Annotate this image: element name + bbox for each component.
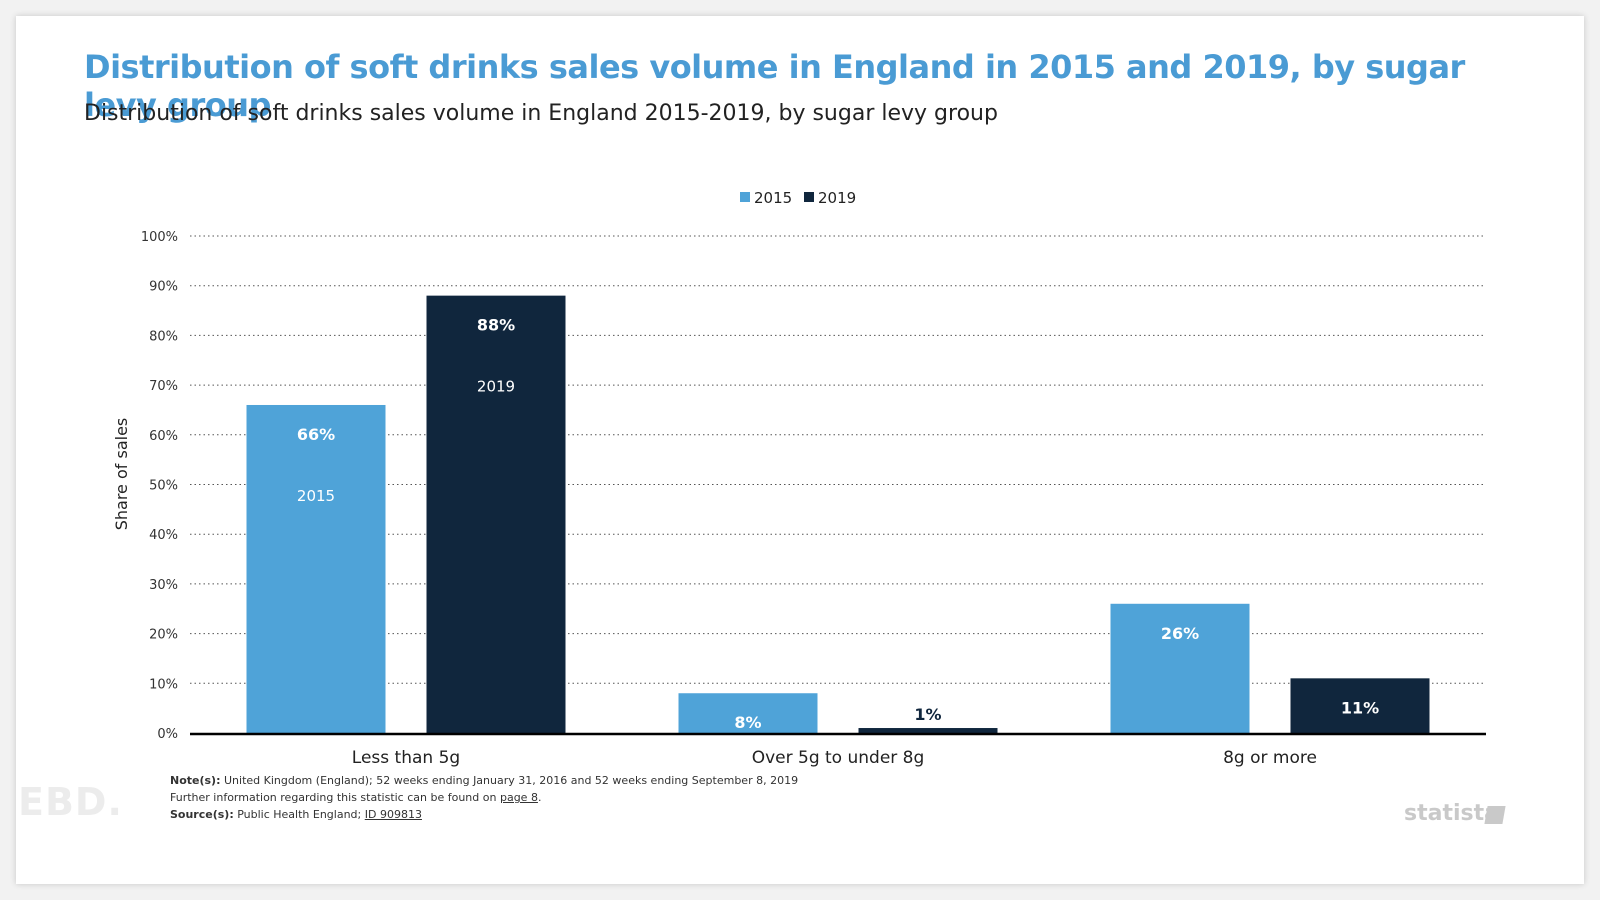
bar-2019-0	[426, 295, 566, 733]
further-info-line: Further information regarding this stati…	[170, 791, 542, 804]
bar-2019-1	[858, 728, 998, 733]
y-axis-label: Share of sales	[112, 418, 131, 531]
data-label: 11%	[1341, 698, 1379, 717]
bar-2015-2	[1110, 603, 1250, 733]
bar-series-label: 2015	[297, 487, 335, 505]
y-tick-label: 40%	[149, 528, 178, 543]
x-tick-label: 8g or more	[1223, 748, 1317, 768]
y-tick-label: 60%	[149, 429, 178, 444]
notes: Note(s): United Kingdom (England); 52 we…	[170, 772, 798, 823]
data-label: 1%	[914, 705, 941, 724]
y-tick-label: 10%	[149, 677, 178, 692]
y-tick-label: 80%	[149, 329, 178, 344]
page-link[interactable]: page 8	[499, 791, 538, 804]
bar-2019-2	[1290, 678, 1430, 733]
legend-label: 2019	[818, 189, 856, 207]
ebd-logo: EBD.	[18, 780, 123, 824]
data-label: 88%	[477, 316, 515, 335]
bars: 66% 2015 88% 2019 8% 1% 26% 11%	[190, 295, 1486, 736]
chart-subtitle: Distribution of soft drinks sales volume…	[84, 101, 998, 126]
y-tick-label: 70%	[149, 379, 178, 394]
y-tick-labels: 0% 10% 20% 30% 40% 50% 60% 70% 80% 90% 100%	[141, 230, 178, 742]
x-tick-label: Less than 5g	[352, 748, 460, 768]
data-label: 26%	[1161, 624, 1199, 643]
y-tick-label: 90%	[149, 280, 178, 295]
y-tick-label: 30%	[149, 578, 178, 593]
y-tick-label: 20%	[149, 628, 178, 643]
bar-series-label: 2019	[477, 378, 515, 396]
note-line: Note(s): United Kingdom (England); 52 we…	[170, 774, 799, 787]
legend-swatch-2015	[740, 192, 750, 202]
statista-logo: statista	[1404, 801, 1499, 826]
y-tick-label: 50%	[149, 479, 178, 494]
legend: 2015 2019	[740, 189, 856, 207]
data-label: 8%	[734, 713, 761, 732]
x-tick-labels: Less than 5g Over 5g to under 8g 8g or mor…	[352, 748, 1317, 768]
statista-icon	[1484, 806, 1506, 824]
source-id-link[interactable]: ID 909813	[364, 808, 422, 821]
chart-title: Distribution of soft drinks sales volume…	[84, 48, 1465, 124]
bar-2015-1	[678, 693, 818, 733]
legend-label: 2015	[754, 189, 792, 207]
source-line: Source(s): Public Health England; ID 909…	[170, 808, 422, 821]
y-tick-label: 100%	[141, 230, 178, 245]
x-tick-label: Over 5g to under 8g	[752, 748, 925, 768]
y-tick-label: 0%	[157, 727, 178, 742]
legend-swatch-2019	[804, 192, 814, 202]
bar-2015-0	[246, 404, 386, 733]
gridlines	[190, 235, 1486, 684]
data-label: 66%	[297, 425, 335, 444]
